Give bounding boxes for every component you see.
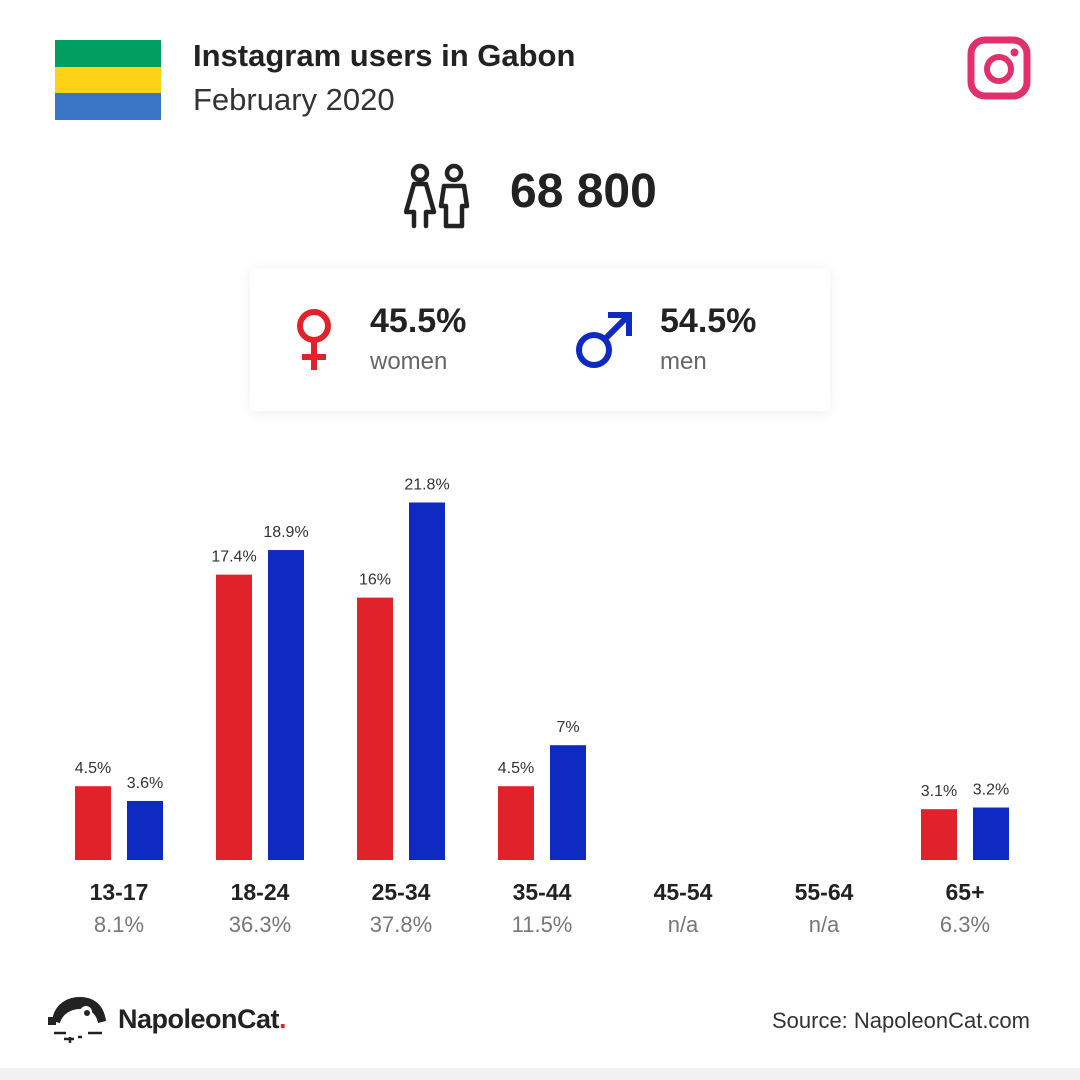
footer-strip xyxy=(0,1068,1080,1080)
bar-25-34-series-0 xyxy=(357,597,393,860)
men-percentage: 54.5% xyxy=(660,302,757,340)
page-subtitle: February 2020 xyxy=(193,82,395,117)
brand-name: NapoleonCat. xyxy=(118,1004,287,1035)
age-group-total: 8.1% xyxy=(94,912,144,937)
brand-dot: . xyxy=(279,1004,287,1034)
bar-18-24-series-1 xyxy=(268,550,304,860)
female-symbol-icon xyxy=(297,309,331,370)
instagram-icon xyxy=(967,36,1031,100)
bar-35-44-series-0 xyxy=(498,786,534,860)
bar-65+-series-0 xyxy=(921,809,957,860)
age-group-total: n/a xyxy=(668,912,699,937)
brand-name-text: NapoleonCat xyxy=(118,1004,280,1034)
source-credit: Source: NapoleonCat.com xyxy=(771,1008,1030,1033)
age-group-label: 13-17 xyxy=(90,879,149,905)
bar-value-label: 4.5% xyxy=(498,760,534,777)
flag-stripe-green xyxy=(55,40,161,67)
bar-13-17-series-0 xyxy=(75,786,111,860)
age-group-total: n/a xyxy=(809,912,840,937)
age-group-total: 37.8% xyxy=(370,912,432,937)
age-group-total: 6.3% xyxy=(940,912,990,937)
bar-18-24-series-0 xyxy=(216,574,252,860)
bar-value-label: 18.9% xyxy=(263,524,308,541)
napoleoncat-logo-icon xyxy=(48,997,106,1043)
men-label: men xyxy=(660,348,707,375)
bar-35-44-series-1 xyxy=(550,745,586,860)
women-percentage: 45.5% xyxy=(370,302,467,340)
bar-65+-series-1 xyxy=(973,807,1009,860)
bar-value-label: 3.1% xyxy=(921,783,957,800)
bar-value-label: 7% xyxy=(556,719,579,736)
age-group-label: 55-64 xyxy=(795,879,854,905)
flag-stripe-yellow xyxy=(55,66,161,94)
bar-value-label: 16% xyxy=(359,572,391,589)
bar-25-34-series-1 xyxy=(409,502,445,860)
bar-value-label: 17.4% xyxy=(211,549,256,566)
page-title: Instagram users in Gabon xyxy=(193,38,576,73)
age-group-total: 36.3% xyxy=(229,912,291,937)
country-flag xyxy=(55,40,161,121)
users-icon xyxy=(404,163,470,229)
bar-13-17-series-1 xyxy=(127,800,163,860)
age-group-label: 25-34 xyxy=(372,879,431,905)
age-group-label: 35-44 xyxy=(513,879,572,905)
flag-stripe-blue xyxy=(55,93,161,121)
age-group-total: 11.5% xyxy=(512,912,573,937)
male-symbol-icon xyxy=(576,312,632,368)
bar-value-label: 4.5% xyxy=(75,760,111,777)
age-gender-bar-chart: 4.5% 3.6% 13-17 8.1% 17.4% 18.9% 18-24 36.3% 16%… xyxy=(75,476,1009,937)
bar-value-label: 21.8% xyxy=(404,476,449,493)
bar-value-label: 3.2% xyxy=(973,782,1009,799)
bar-value-label: 3.6% xyxy=(127,775,163,792)
gender-split-card: 45.5% women 54.5% men xyxy=(250,268,830,411)
age-group-label: 65+ xyxy=(945,879,984,905)
age-group-label: 18-24 xyxy=(231,879,290,905)
total-users: 68 800 xyxy=(510,165,657,218)
age-group-label: 45-54 xyxy=(654,879,713,905)
women-label: women xyxy=(370,348,448,375)
